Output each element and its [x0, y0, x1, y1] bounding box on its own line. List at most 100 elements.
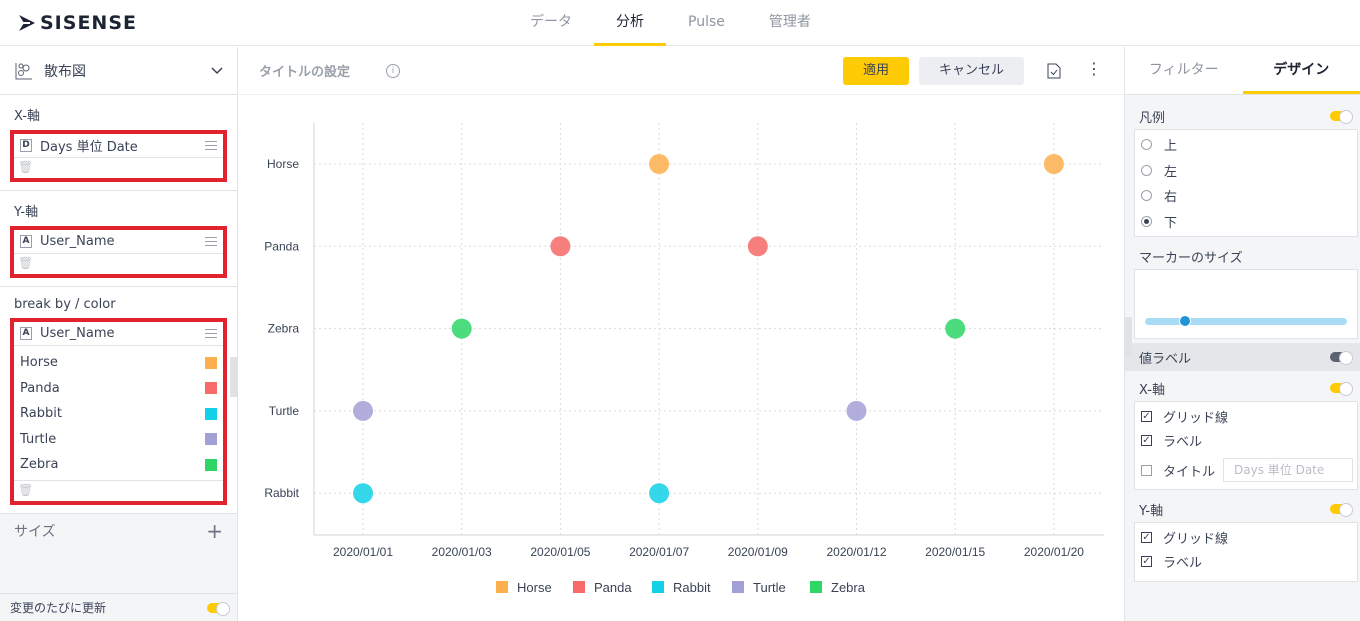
break-by-item-panda[interactable]: Panda — [14, 376, 223, 402]
checkbox-unchecked[interactable] — [1141, 464, 1152, 476]
x-axis-gridlines-option[interactable]: ✓ グリッド線 — [1141, 410, 1229, 426]
x-axis-design-title: X-軸 — [1139, 382, 1165, 398]
legend-swatch-rabbit — [652, 581, 664, 593]
legend-option-right[interactable]: 右 — [1135, 183, 1357, 209]
x-tick-label: 2020/01/03 — [432, 545, 492, 559]
nav-tab-admin[interactable]: 管理者 — [768, 14, 811, 30]
break-by-field[interactable]: A User_Name — [14, 322, 223, 346]
y-tick-label: Turtle — [269, 404, 300, 418]
text-type-badge: A — [20, 235, 32, 248]
break-by-item-zebra[interactable]: Zebra — [14, 452, 223, 478]
chevron-down-icon[interactable] — [211, 66, 223, 75]
x-axis-toggle[interactable] — [1330, 382, 1353, 396]
y-axis-toggle[interactable] — [1330, 503, 1353, 517]
nav-tab-pulse[interactable]: Pulse — [688, 14, 725, 30]
sisense-logo-icon — [19, 15, 35, 31]
size-label: サイズ — [14, 523, 56, 540]
info-icon[interactable]: i — [386, 63, 401, 78]
checkbox-checked[interactable]: ✓ — [1141, 435, 1152, 447]
legend-option-top[interactable]: 上 — [1135, 132, 1357, 158]
data-point-turtle — [846, 400, 867, 421]
scatter-chart: 2020/01/01 2020/01/03 2020/01/05 2020/01/07… — [264, 123, 1104, 595]
radio-button[interactable] — [1141, 164, 1152, 176]
radio-button[interactable] — [1141, 139, 1152, 151]
auto-update-row: 変更のたびに更新 — [0, 593, 237, 621]
left-panel-collapse-handle[interactable] — [230, 357, 238, 397]
top-bar: SISENSE データ 分析 Pulse 管理者 — [0, 0, 1360, 46]
checkbox-checked[interactable]: ✓ — [1141, 531, 1152, 543]
legend-label-panda: Panda — [594, 580, 632, 595]
break-by-item-turtle[interactable]: Turtle — [14, 427, 223, 453]
data-point-horse — [1043, 154, 1064, 174]
checkbox-checked[interactable]: ✓ — [1141, 410, 1152, 422]
tab-filters[interactable]: フィルター — [1148, 62, 1219, 78]
y-axis-field[interactable]: A User_Name — [14, 230, 223, 254]
legend-option-bottom[interactable]: 下 — [1135, 209, 1357, 235]
drag-handle-icon[interactable] — [205, 237, 217, 246]
checkbox-checked[interactable]: ✓ — [1141, 556, 1152, 568]
chart-type-selector[interactable]: 散布図 — [0, 47, 237, 95]
legend-toggle[interactable] — [1330, 110, 1353, 124]
color-swatch[interactable] — [205, 382, 217, 395]
sisense-logo[interactable]: SISENSE — [18, 12, 137, 34]
break-by-title: break by / color — [14, 297, 116, 312]
x-axis-design-options: ✓ グリッド線 ✓ ラベル タイトル Days 単位 Date — [1134, 401, 1358, 490]
legend-swatch-turtle — [732, 581, 744, 593]
cancel-button[interactable]: キャンセル — [919, 57, 1024, 85]
y-tick-label: Panda — [264, 239, 299, 253]
x-axis-title-input[interactable]: Days 単位 Date — [1223, 458, 1354, 482]
tab-design[interactable]: デザイン — [1242, 47, 1360, 94]
x-axis-title: X-軸 — [14, 109, 40, 124]
break-by-item-rabbit[interactable]: Rabbit — [14, 401, 223, 427]
x-tick-label: 2020/01/01 — [333, 545, 393, 559]
widget-title-input[interactable]: タイトルの設定 — [259, 65, 351, 80]
value-labels-header: 値ラベル — [1125, 343, 1360, 371]
color-swatch[interactable] — [205, 433, 217, 446]
main-nav: データ 分析 Pulse 管理者 — [508, 0, 833, 46]
save-icon[interactable] — [1047, 63, 1061, 79]
y-tick-label: Horse — [267, 157, 299, 171]
x-axis-field[interactable]: D Days 単位 Date — [14, 134, 223, 158]
break-by-item-horse[interactable]: Horse — [14, 350, 223, 376]
trash-icon[interactable]: 🗑 — [18, 256, 34, 270]
nav-tab-analytics[interactable]: 分析 — [594, 0, 666, 46]
drag-handle-icon[interactable] — [205, 141, 217, 150]
trash-icon[interactable]: 🗑 — [18, 160, 34, 174]
marker-size-header: マーカーのサイズ — [1125, 243, 1360, 269]
x-tick-label: 2020/01/05 — [530, 545, 590, 559]
auto-update-toggle[interactable] — [207, 601, 230, 616]
apply-button[interactable]: 適用 — [843, 57, 909, 85]
x-axis-labels-option[interactable]: ✓ ラベル — [1141, 435, 1203, 451]
trash-icon[interactable]: 🗑 — [18, 482, 34, 497]
y-axis-section: Y-軸 A User_Name 🗑 — [0, 191, 237, 287]
x-axis-title-option[interactable]: タイトル Days 単位 Date — [1135, 453, 1357, 487]
break-by-panel: A User_Name Horse Panda Rabbit Turtle Ze… — [10, 318, 227, 505]
nav-tab-data[interactable]: データ — [530, 14, 572, 30]
data-point-zebra — [945, 318, 966, 339]
break-by-section: break by / color A User_Name Horse Panda… — [0, 287, 237, 514]
value-labels-toggle[interactable] — [1330, 351, 1353, 365]
x-tick-label: 2020/01/15 — [925, 545, 985, 559]
radio-button-selected[interactable] — [1141, 215, 1152, 227]
size-section: サイズ + — [0, 513, 237, 548]
color-swatch[interactable] — [205, 356, 217, 369]
x-axis-field-name: Days 単位 Date — [40, 140, 138, 155]
add-icon[interactable]: + — [206, 518, 223, 543]
right-panel-collapse-handle[interactable] — [1124, 317, 1132, 357]
color-swatch[interactable] — [205, 458, 217, 471]
y-axis-design-header: Y-軸 — [1125, 496, 1360, 522]
more-options-icon[interactable]: ⋮ — [1086, 59, 1102, 78]
radio-button[interactable] — [1141, 190, 1152, 202]
legend-swatch-panda — [573, 581, 585, 593]
data-point-rabbit — [649, 483, 670, 504]
legend-option-left[interactable]: 左 — [1135, 158, 1357, 184]
drag-handle-icon[interactable] — [205, 329, 217, 338]
y-axis-gridlines-option[interactable]: ✓ グリッド線 — [1141, 531, 1229, 547]
chart-type-label: 散布図 — [44, 63, 86, 80]
y-axis-labels-option[interactable]: ✓ ラベル — [1141, 556, 1203, 572]
legend-position-options: 上 左 右 下 — [1134, 129, 1358, 237]
color-swatch[interactable] — [205, 407, 217, 420]
marker-size-slider-handle[interactable] — [1179, 315, 1191, 327]
marker-size-slider-track[interactable] — [1145, 318, 1347, 325]
y-axis-design-title: Y-軸 — [1139, 503, 1164, 519]
